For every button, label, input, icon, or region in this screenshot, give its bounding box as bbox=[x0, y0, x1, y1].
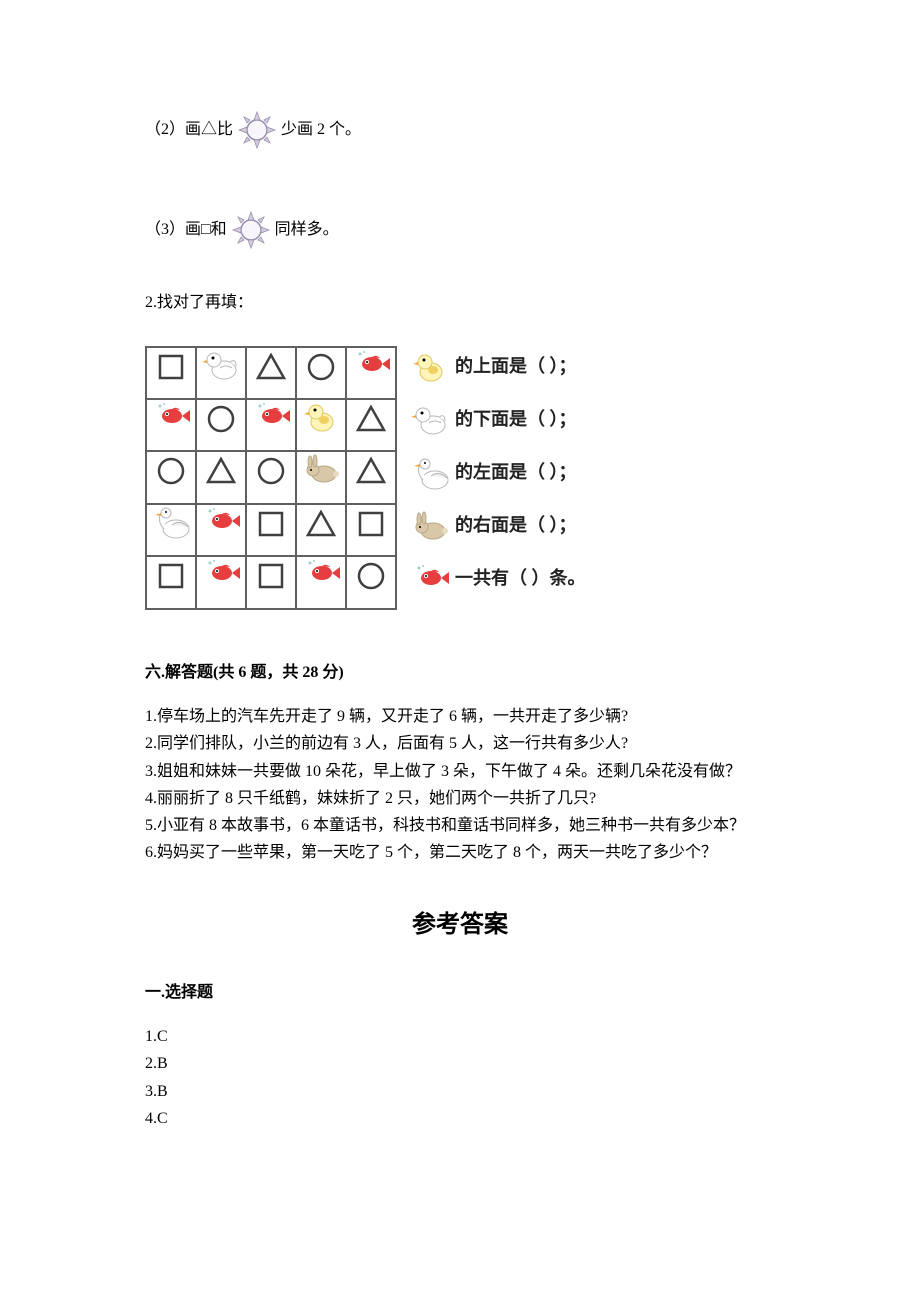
grid-cell bbox=[296, 451, 346, 503]
chick-icon bbox=[302, 400, 340, 438]
square-icon bbox=[152, 557, 190, 595]
circle-icon bbox=[152, 452, 190, 490]
grid-cell bbox=[246, 504, 296, 556]
grid-cell bbox=[196, 451, 246, 503]
grid-cell bbox=[246, 347, 296, 399]
rabbit-icon bbox=[411, 509, 449, 543]
sun-icon bbox=[231, 210, 271, 250]
item3-pre-text: （3）画□和 bbox=[145, 217, 227, 243]
grid-cell bbox=[196, 504, 246, 556]
triangle-icon bbox=[352, 452, 390, 490]
right-questions: 的上面是（ ）； 的下面是（ ）； 的左面是（ ）； 的右面是（ ）； 一共有（ ）条。 bbox=[411, 346, 586, 596]
grid-cell bbox=[146, 347, 196, 399]
answer-item: 4.C bbox=[145, 1105, 775, 1132]
q2-title: 2.找对了再填： bbox=[145, 290, 775, 316]
right-question-text: 的下面是（ ）； bbox=[455, 405, 577, 434]
square-icon bbox=[252, 505, 290, 543]
grid-cell bbox=[296, 399, 346, 451]
grid-cell bbox=[196, 556, 246, 608]
fish-icon bbox=[302, 557, 340, 595]
answer-item: 2.B bbox=[145, 1050, 775, 1077]
grid-cell bbox=[146, 504, 196, 556]
fish-icon bbox=[411, 562, 449, 596]
section1-answers: 1.C2.B3.B4.C bbox=[145, 1023, 775, 1132]
grid-cell bbox=[346, 504, 396, 556]
item3-post-text: 同样多。 bbox=[275, 217, 339, 243]
grid-cell bbox=[146, 556, 196, 608]
fish-icon bbox=[252, 400, 290, 438]
rabbit-icon bbox=[302, 452, 340, 490]
word-problem-item: 3.姐姐和妹妹一共要做 10 朵花，早上做了 3 朵，下午做了 4 朵。还剩几朵… bbox=[145, 758, 775, 785]
item2-post-text: 少画 2 个。 bbox=[281, 117, 361, 143]
grid-cell bbox=[246, 451, 296, 503]
triangle-icon bbox=[352, 400, 390, 438]
table-row bbox=[146, 556, 396, 608]
goose-icon bbox=[411, 456, 449, 490]
grid-cell bbox=[196, 399, 246, 451]
word-problem-item: 6.妈妈买了一些苹果，第一天吃了 5 个，第二天吃了 8 个，两天一共吃了多少个… bbox=[145, 839, 775, 866]
grid-cell bbox=[246, 399, 296, 451]
section6-title: 六.解答题(共 6 题，共 28 分) bbox=[145, 660, 775, 686]
duck-icon bbox=[202, 348, 240, 386]
circle-icon bbox=[302, 348, 340, 386]
answer-item: 3.B bbox=[145, 1078, 775, 1105]
section1-title: 一.选择题 bbox=[145, 980, 775, 1006]
circle-icon bbox=[352, 557, 390, 595]
duck-icon bbox=[411, 403, 449, 437]
grid-cell bbox=[346, 451, 396, 503]
triangle-icon bbox=[252, 348, 290, 386]
right-question-text: 的右面是（ ）； bbox=[455, 511, 577, 540]
square-icon bbox=[352, 505, 390, 543]
grid-cell bbox=[346, 556, 396, 608]
right-question-text: 一共有（ ）条。 bbox=[455, 564, 586, 593]
right-question-line: 的上面是（ ）； bbox=[411, 350, 586, 384]
grid-cell bbox=[196, 347, 246, 399]
right-question-text: 的左面是（ ）； bbox=[455, 458, 577, 487]
table-row bbox=[146, 399, 396, 451]
grid-cell bbox=[346, 347, 396, 399]
grid-cell bbox=[296, 347, 346, 399]
answer-header: 参考答案 bbox=[145, 906, 775, 944]
right-question-line: 一共有（ ）条。 bbox=[411, 562, 586, 596]
table-row bbox=[146, 347, 396, 399]
grid-table bbox=[145, 346, 397, 610]
grid-cell bbox=[346, 399, 396, 451]
grid-cell bbox=[146, 399, 196, 451]
grid-cell bbox=[296, 504, 346, 556]
goose-icon bbox=[152, 505, 190, 543]
fish-icon bbox=[202, 557, 240, 595]
table-row bbox=[146, 504, 396, 556]
right-question-text: 的上面是（ ）； bbox=[455, 352, 577, 381]
right-question-line: 的左面是（ ）； bbox=[411, 456, 586, 490]
fish-icon bbox=[152, 400, 190, 438]
question-item-2: （2）画△比 少画 2 个。 bbox=[145, 110, 775, 150]
grid-area: 的上面是（ ）； 的下面是（ ）； 的左面是（ ）； 的右面是（ ）； 一共有（ ）条。 bbox=[145, 346, 775, 610]
fish-icon bbox=[352, 348, 390, 386]
answer-item: 1.C bbox=[145, 1023, 775, 1050]
circle-icon bbox=[202, 400, 240, 438]
grid-cell bbox=[146, 451, 196, 503]
chick-icon bbox=[411, 350, 449, 384]
grid-cell bbox=[246, 556, 296, 608]
word-problem-item: 5.小亚有 8 本故事书，6 本童话书，科技书和童话书同样多，她三种书一共有多少… bbox=[145, 812, 775, 839]
word-problem-item: 4.丽丽折了 8 只千纸鹤，妹妹折了 2 只，她们两个一共折了几只? bbox=[145, 785, 775, 812]
word-problem-item: 1.停车场上的汽车先开走了 9 辆，又开走了 6 辆，一共开走了多少辆? bbox=[145, 703, 775, 730]
item2-pre-text: （2）画△比 bbox=[145, 117, 233, 143]
right-question-line: 的下面是（ ）； bbox=[411, 403, 586, 437]
word-problem-item: 2.同学们排队，小兰的前边有 3 人，后面有 5 人，这一行共有多少人? bbox=[145, 730, 775, 757]
fish-icon bbox=[202, 505, 240, 543]
sun-icon bbox=[237, 110, 277, 150]
circle-icon bbox=[252, 452, 290, 490]
table-row bbox=[146, 451, 396, 503]
triangle-icon bbox=[202, 452, 240, 490]
square-icon bbox=[252, 557, 290, 595]
square-icon bbox=[152, 348, 190, 386]
word-problems: 1.停车场上的汽车先开走了 9 辆，又开走了 6 辆，一共开走了多少辆?2.同学… bbox=[145, 703, 775, 866]
grid-cell bbox=[296, 556, 346, 608]
question-item-3: （3）画□和 同样多。 bbox=[145, 210, 775, 250]
triangle-icon bbox=[302, 505, 340, 543]
right-question-line: 的右面是（ ）； bbox=[411, 509, 586, 543]
